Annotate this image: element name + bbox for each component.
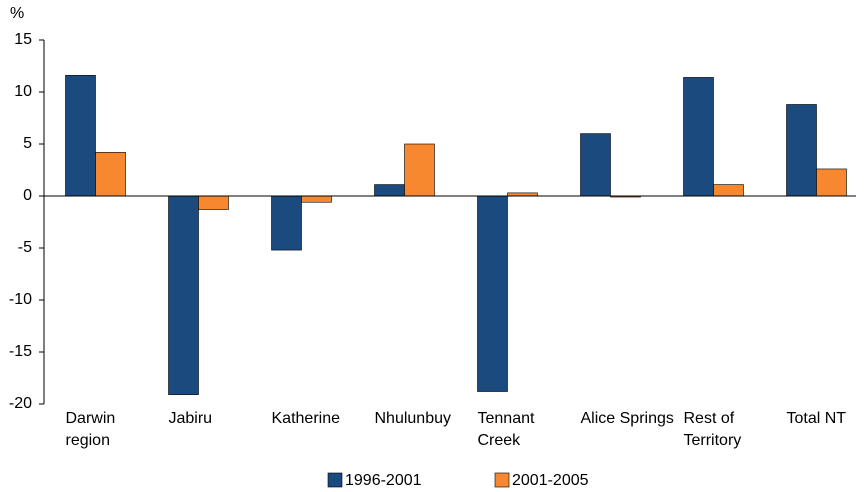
bar: [198, 195, 229, 210]
x-tick-label: Tennant Creek: [477, 410, 535, 449]
legend-label: 1996-2001: [345, 472, 422, 489]
bar: [786, 104, 817, 197]
x-tick-label: Darwin region: [65, 410, 116, 449]
x-tick-label: Katherine: [271, 410, 341, 427]
bar: [477, 195, 508, 392]
legend-label: 2001-2005: [512, 472, 589, 489]
y-tick-label: -10: [9, 291, 32, 308]
y-tick-label: 10: [14, 83, 32, 100]
bar: [271, 195, 302, 251]
y-tick-label: 0: [23, 187, 32, 204]
bar: [404, 143, 435, 197]
y-tick-label: -15: [9, 343, 32, 360]
y-tick-label: -5: [18, 239, 32, 256]
x-tick-label: Nhulunbuy: [374, 410, 452, 427]
bar: [374, 184, 405, 197]
bar: [301, 195, 332, 203]
x-tick-label: Total NT: [786, 410, 847, 427]
x-tick-label: Jabiru: [168, 410, 213, 427]
y-tick-label: -20: [9, 395, 32, 412]
bar: [95, 152, 126, 197]
y-tick-label: 15: [14, 31, 32, 48]
bar: [580, 133, 611, 197]
bar: [65, 75, 96, 197]
x-tick-label: Rest of Territory: [683, 410, 742, 449]
x-tick-label: Alice Springs: [580, 410, 674, 427]
y-axis-label: %: [10, 5, 24, 22]
bar: [713, 184, 744, 197]
bar: [816, 168, 847, 197]
y-tick-label: 5: [23, 135, 32, 152]
legend-swatch: [327, 472, 343, 488]
bar: [683, 77, 714, 197]
bar: [168, 195, 199, 395]
legend-swatch: [494, 472, 510, 488]
